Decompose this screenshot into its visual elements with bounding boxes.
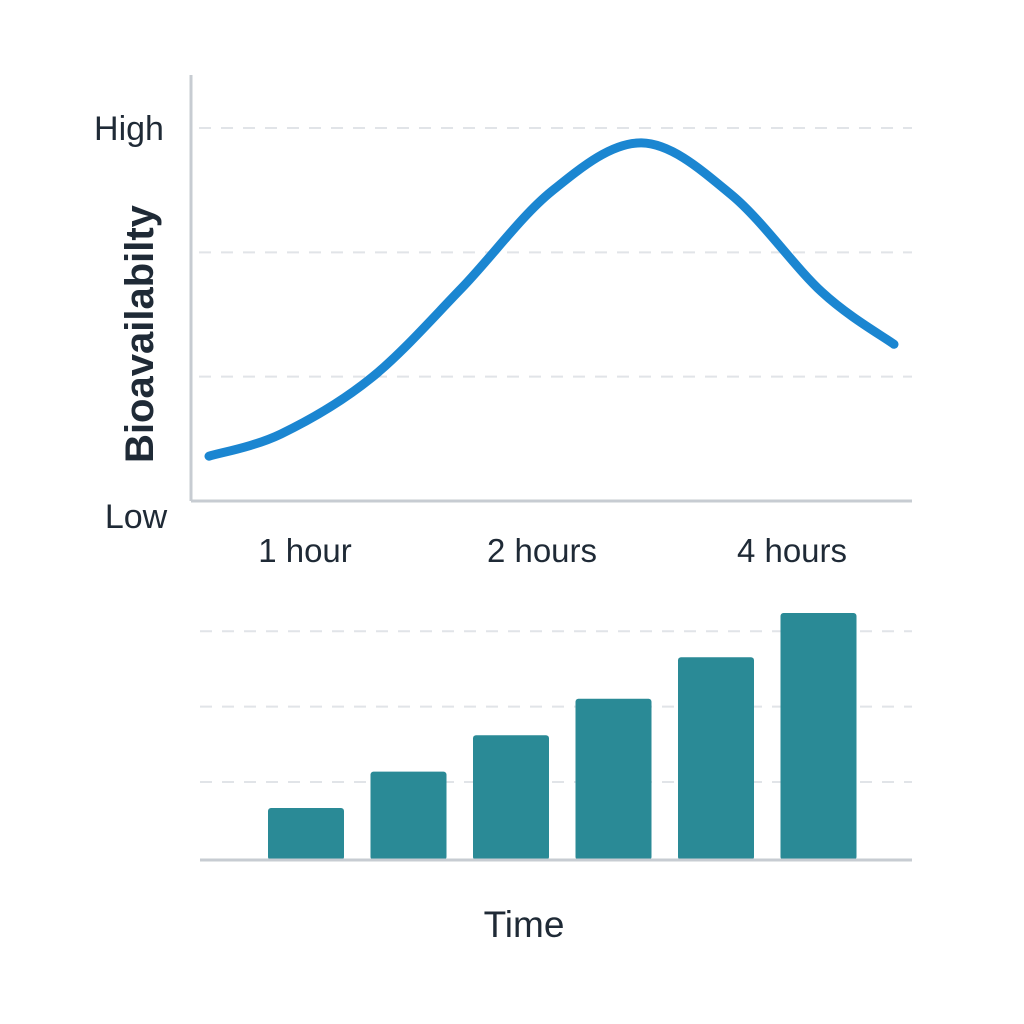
y-axis-title: Bioavailabilty <box>118 204 162 463</box>
bar-6 <box>780 613 857 860</box>
bar-chart: Time <box>200 613 912 945</box>
ytick-label-low: Low <box>105 498 168 536</box>
bar-gridlines <box>200 630 912 783</box>
bar-5 <box>678 657 754 860</box>
xtick-label-2-hours: 2 hours <box>487 532 597 569</box>
bar-1 <box>268 808 344 860</box>
x-axis-title: Time <box>484 904 565 945</box>
xtick-label-1-hour: 1 hour <box>258 532 352 569</box>
ytick-label-high: High <box>94 110 164 148</box>
line-gridlines <box>199 127 912 378</box>
bar-3 <box>473 735 549 860</box>
bioavailability-curve <box>204 138 899 461</box>
line-chart: High Low Bioavailabilty 1 hour 2 hours 4… <box>94 75 912 569</box>
xtick-label-4-hours: 4 hours <box>737 532 847 569</box>
bar-series <box>268 613 857 860</box>
bar-2 <box>370 771 447 860</box>
bar-4 <box>575 698 652 860</box>
